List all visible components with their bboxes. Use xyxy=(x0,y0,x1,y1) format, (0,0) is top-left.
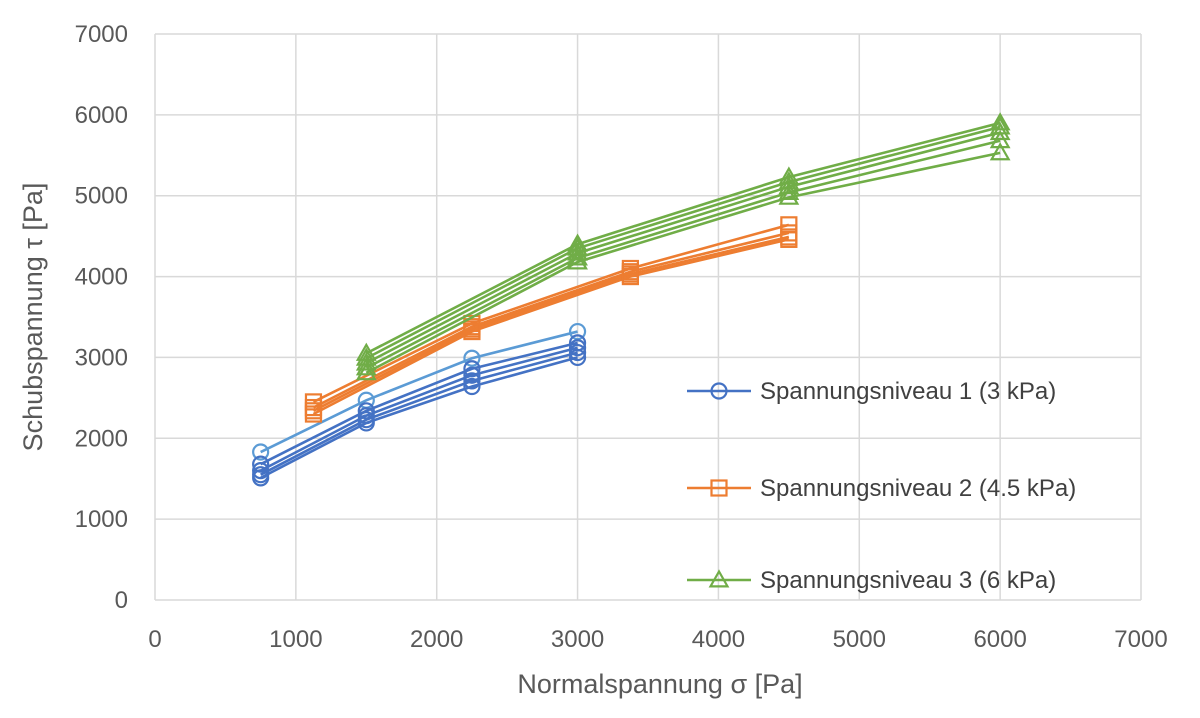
x-tick-label: 0 xyxy=(148,626,161,653)
data-point xyxy=(355,352,377,371)
legend-label: Spannungsniveau 2 (4.5 kPa) xyxy=(760,475,1076,502)
data-point xyxy=(568,343,587,362)
y-tick-label: 1000 xyxy=(75,506,128,533)
data-point xyxy=(780,230,798,248)
series-line xyxy=(260,341,578,466)
x-tick-label: 1000 xyxy=(269,626,322,653)
legend-marker xyxy=(710,382,728,400)
grid xyxy=(154,33,1142,601)
y-tick-label: 6000 xyxy=(75,102,128,129)
y-tick-label: 2000 xyxy=(75,425,128,452)
legend-item-2: Spannungsniveau 2 (4.5 kPa) xyxy=(687,475,1076,502)
data-point xyxy=(621,267,639,286)
series-group-3 xyxy=(355,112,1011,381)
data-point xyxy=(357,414,375,432)
series-line xyxy=(365,131,1001,365)
y-tick-label: 4000 xyxy=(75,264,128,291)
data-point xyxy=(357,402,375,420)
legend-item-1: Spannungsniveau 1 (3 kPa) xyxy=(687,378,1056,405)
data-point xyxy=(989,142,1011,161)
y-axis-title: Schubspannung τ [Pa] xyxy=(18,183,48,452)
x-tick-label: 3000 xyxy=(551,626,604,653)
series-line xyxy=(312,238,790,416)
series-line xyxy=(365,139,1001,370)
data-point xyxy=(355,362,377,381)
series-line xyxy=(312,231,790,409)
series-line xyxy=(365,121,1001,355)
series-line xyxy=(260,346,578,472)
data-point xyxy=(989,121,1011,141)
data-point xyxy=(568,339,587,357)
series-line xyxy=(365,151,1001,374)
x-tick-label: 7000 xyxy=(1114,626,1167,653)
data-point xyxy=(989,130,1011,149)
data-point xyxy=(252,443,270,461)
data-point xyxy=(252,469,270,487)
series xyxy=(252,112,1011,487)
series-line xyxy=(365,125,1001,360)
data-point xyxy=(568,322,587,341)
legend-label: Spannungsniveau 3 (6 kPa) xyxy=(760,567,1056,594)
y-tick-label: 5000 xyxy=(75,183,128,210)
data-point xyxy=(463,372,481,390)
data-point xyxy=(463,322,481,341)
data-point xyxy=(567,242,588,261)
data-point xyxy=(568,348,587,367)
series-group-2 xyxy=(304,216,798,423)
data-point xyxy=(989,112,1011,131)
data-point xyxy=(778,186,800,205)
data-point xyxy=(355,357,377,376)
data-point xyxy=(567,251,588,270)
legend-label: Spannungsniveau 1 (3 kPa) xyxy=(760,378,1056,405)
data-point xyxy=(463,377,481,396)
y-tick-label: 0 xyxy=(115,587,128,614)
legend-item-3: Spannungsniveau 3 (6 kPa) xyxy=(687,567,1056,594)
x-axis-title: Normalspannung σ [Pa] xyxy=(517,669,802,699)
series-line xyxy=(312,235,790,412)
series-line xyxy=(260,330,578,454)
data-point xyxy=(304,405,323,423)
x-tick-label: 6000 xyxy=(973,626,1026,653)
series-line xyxy=(312,223,790,404)
y-tick-label: 7000 xyxy=(75,21,128,48)
x-tick-label: 5000 xyxy=(833,626,886,653)
tick-labels: 0 1000 2000 3000 4000 5000 6000 7000 0 1000 2000 30… xyxy=(75,21,1168,653)
series-line xyxy=(260,356,578,480)
series-group-1 xyxy=(252,322,587,487)
x-tick-label: 2000 xyxy=(410,626,463,653)
data-point xyxy=(463,349,481,367)
data-point xyxy=(252,455,270,473)
series-line xyxy=(260,351,578,476)
legend-marker xyxy=(708,569,730,588)
y-tick-label: 3000 xyxy=(75,344,128,371)
legend: Spannungsniveau 1 (3 kPa) Spannungsniveau… xyxy=(687,378,1076,594)
data-point xyxy=(463,366,481,384)
legend-marker xyxy=(710,479,728,497)
data-point xyxy=(778,181,800,200)
data-point xyxy=(567,247,588,266)
x-tick-label: 4000 xyxy=(692,626,745,653)
